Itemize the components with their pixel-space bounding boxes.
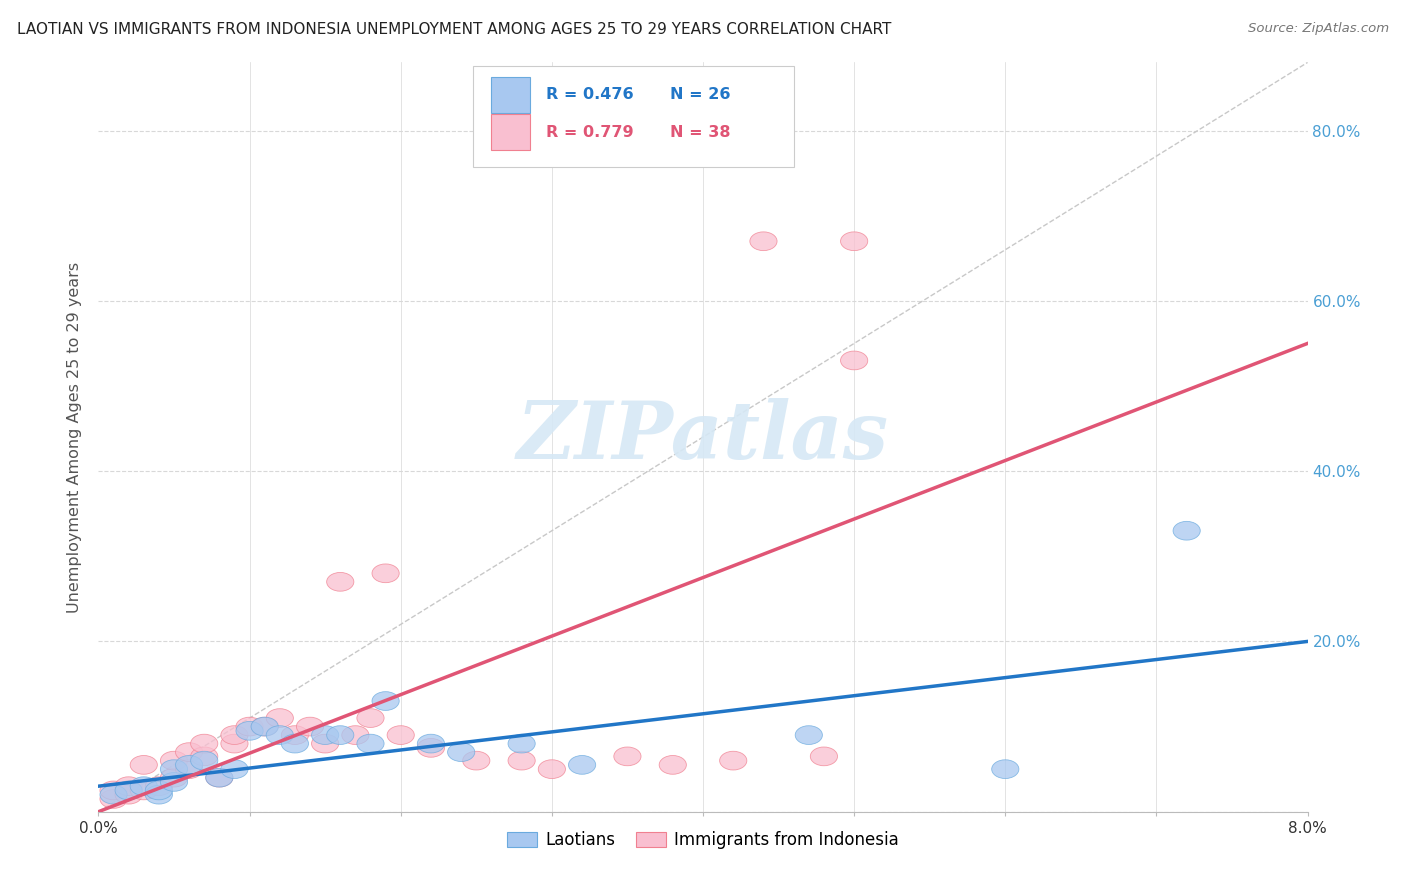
- Ellipse shape: [810, 747, 838, 765]
- Ellipse shape: [131, 756, 157, 774]
- Text: N = 26: N = 26: [671, 87, 731, 103]
- Ellipse shape: [221, 726, 247, 745]
- Legend: Laotians, Immigrants from Indonesia: Laotians, Immigrants from Indonesia: [501, 824, 905, 855]
- Ellipse shape: [115, 785, 142, 804]
- Ellipse shape: [145, 777, 173, 796]
- Text: R = 0.779: R = 0.779: [546, 125, 634, 140]
- Ellipse shape: [252, 717, 278, 736]
- Ellipse shape: [373, 691, 399, 710]
- Ellipse shape: [614, 747, 641, 765]
- Ellipse shape: [266, 726, 294, 745]
- Ellipse shape: [841, 232, 868, 251]
- Ellipse shape: [1173, 521, 1201, 540]
- Ellipse shape: [387, 726, 415, 745]
- Ellipse shape: [720, 751, 747, 770]
- Ellipse shape: [447, 743, 475, 762]
- Ellipse shape: [991, 760, 1019, 779]
- Ellipse shape: [749, 232, 778, 251]
- Ellipse shape: [568, 756, 596, 774]
- Ellipse shape: [342, 726, 368, 745]
- Text: N = 38: N = 38: [671, 125, 731, 140]
- Ellipse shape: [357, 708, 384, 728]
- Text: Source: ZipAtlas.com: Source: ZipAtlas.com: [1249, 22, 1389, 36]
- Ellipse shape: [145, 781, 173, 800]
- Ellipse shape: [176, 743, 202, 762]
- Ellipse shape: [205, 768, 233, 787]
- Ellipse shape: [131, 781, 157, 800]
- Ellipse shape: [252, 717, 278, 736]
- Ellipse shape: [160, 772, 187, 791]
- Text: ZIPatlas: ZIPatlas: [517, 399, 889, 475]
- Ellipse shape: [796, 726, 823, 745]
- Ellipse shape: [463, 751, 489, 770]
- Ellipse shape: [221, 734, 247, 753]
- Ellipse shape: [508, 734, 536, 753]
- Ellipse shape: [312, 726, 339, 745]
- Ellipse shape: [326, 573, 354, 591]
- Ellipse shape: [131, 777, 157, 796]
- Ellipse shape: [115, 777, 142, 796]
- Ellipse shape: [281, 726, 308, 745]
- Ellipse shape: [100, 781, 127, 800]
- Ellipse shape: [312, 734, 339, 753]
- Ellipse shape: [418, 734, 444, 753]
- Ellipse shape: [236, 717, 263, 736]
- Ellipse shape: [160, 751, 187, 770]
- Ellipse shape: [221, 760, 247, 779]
- Ellipse shape: [418, 739, 444, 757]
- Ellipse shape: [357, 734, 384, 753]
- Ellipse shape: [205, 768, 233, 787]
- Ellipse shape: [191, 751, 218, 770]
- Ellipse shape: [160, 760, 187, 779]
- Ellipse shape: [145, 785, 173, 804]
- Y-axis label: Unemployment Among Ages 25 to 29 years: Unemployment Among Ages 25 to 29 years: [67, 261, 83, 613]
- Ellipse shape: [326, 726, 354, 745]
- Ellipse shape: [160, 768, 187, 787]
- Ellipse shape: [281, 734, 308, 753]
- Ellipse shape: [191, 747, 218, 765]
- Ellipse shape: [100, 785, 127, 804]
- Text: LAOTIAN VS IMMIGRANTS FROM INDONESIA UNEMPLOYMENT AMONG AGES 25 TO 29 YEARS CORR: LAOTIAN VS IMMIGRANTS FROM INDONESIA UNE…: [17, 22, 891, 37]
- FancyBboxPatch shape: [474, 66, 793, 168]
- Ellipse shape: [659, 756, 686, 774]
- Ellipse shape: [191, 734, 218, 753]
- Ellipse shape: [841, 351, 868, 370]
- Text: R = 0.476: R = 0.476: [546, 87, 634, 103]
- Ellipse shape: [176, 756, 202, 774]
- Ellipse shape: [508, 751, 536, 770]
- Ellipse shape: [538, 760, 565, 779]
- Ellipse shape: [115, 781, 142, 800]
- FancyBboxPatch shape: [492, 77, 530, 112]
- Ellipse shape: [236, 722, 263, 740]
- Ellipse shape: [266, 708, 294, 728]
- FancyBboxPatch shape: [492, 114, 530, 150]
- Ellipse shape: [176, 760, 202, 779]
- Ellipse shape: [100, 789, 127, 808]
- Ellipse shape: [297, 717, 323, 736]
- Ellipse shape: [373, 564, 399, 582]
